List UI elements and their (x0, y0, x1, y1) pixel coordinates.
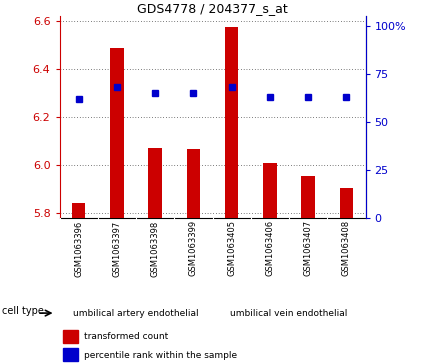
Bar (263, 163, 277, 218)
Bar (62, 330, 78, 343)
Text: cell type: cell type (2, 306, 44, 316)
Title: GDS4778 / 204377_s_at: GDS4778 / 204377_s_at (137, 2, 288, 15)
Text: GSM1063397: GSM1063397 (112, 220, 122, 277)
Text: GSM1063408: GSM1063408 (342, 220, 351, 276)
Text: percentile rank within the sample: percentile rank within the sample (84, 351, 237, 359)
Text: GSM1063396: GSM1063396 (74, 220, 83, 277)
Bar (187, 150, 200, 218)
Text: GSM1063398: GSM1063398 (150, 220, 160, 277)
Text: GSM1063407: GSM1063407 (303, 220, 313, 276)
Bar (340, 188, 353, 218)
Bar (110, 48, 124, 218)
Bar (225, 27, 238, 218)
Text: umbilical vein endothelial: umbilical vein endothelial (230, 309, 348, 318)
Bar (62, 348, 78, 361)
Bar (72, 203, 85, 218)
Bar (148, 148, 162, 218)
Bar (301, 176, 315, 218)
Text: GSM1063399: GSM1063399 (189, 220, 198, 276)
Text: transformed count: transformed count (84, 333, 168, 341)
Text: umbilical artery endothelial: umbilical artery endothelial (73, 309, 199, 318)
Text: GSM1063405: GSM1063405 (227, 220, 236, 276)
Text: GSM1063406: GSM1063406 (265, 220, 275, 276)
